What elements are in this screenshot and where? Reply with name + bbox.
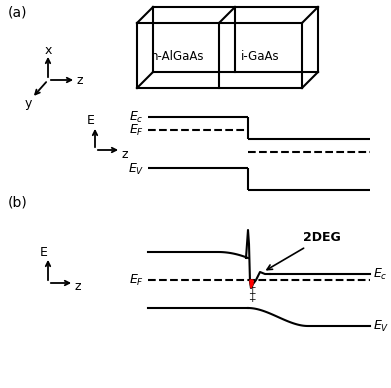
Text: $E_V$: $E_V$	[373, 319, 389, 334]
Polygon shape	[250, 280, 253, 288]
Text: E: E	[87, 114, 95, 128]
Text: z: z	[75, 281, 81, 293]
Text: 2DEG: 2DEG	[267, 231, 341, 270]
Text: +: +	[248, 289, 256, 298]
Text: $E_F$: $E_F$	[129, 272, 144, 288]
Text: $E_c$: $E_c$	[129, 109, 144, 125]
Text: (b): (b)	[8, 196, 28, 210]
Text: i-GaAs: i-GaAs	[241, 50, 279, 62]
Text: (a): (a)	[8, 6, 27, 20]
Text: E: E	[40, 246, 48, 258]
Text: y: y	[24, 97, 32, 109]
Text: $E_V$: $E_V$	[127, 161, 144, 177]
Text: n-AlGaAs: n-AlGaAs	[151, 50, 205, 62]
Text: $E_c$: $E_c$	[373, 267, 387, 282]
Text: +: +	[248, 282, 256, 291]
Text: z: z	[77, 73, 83, 87]
Text: $E_F$: $E_F$	[129, 123, 144, 138]
Text: z: z	[122, 147, 128, 161]
Text: +: +	[248, 294, 256, 303]
Text: x: x	[44, 43, 52, 57]
